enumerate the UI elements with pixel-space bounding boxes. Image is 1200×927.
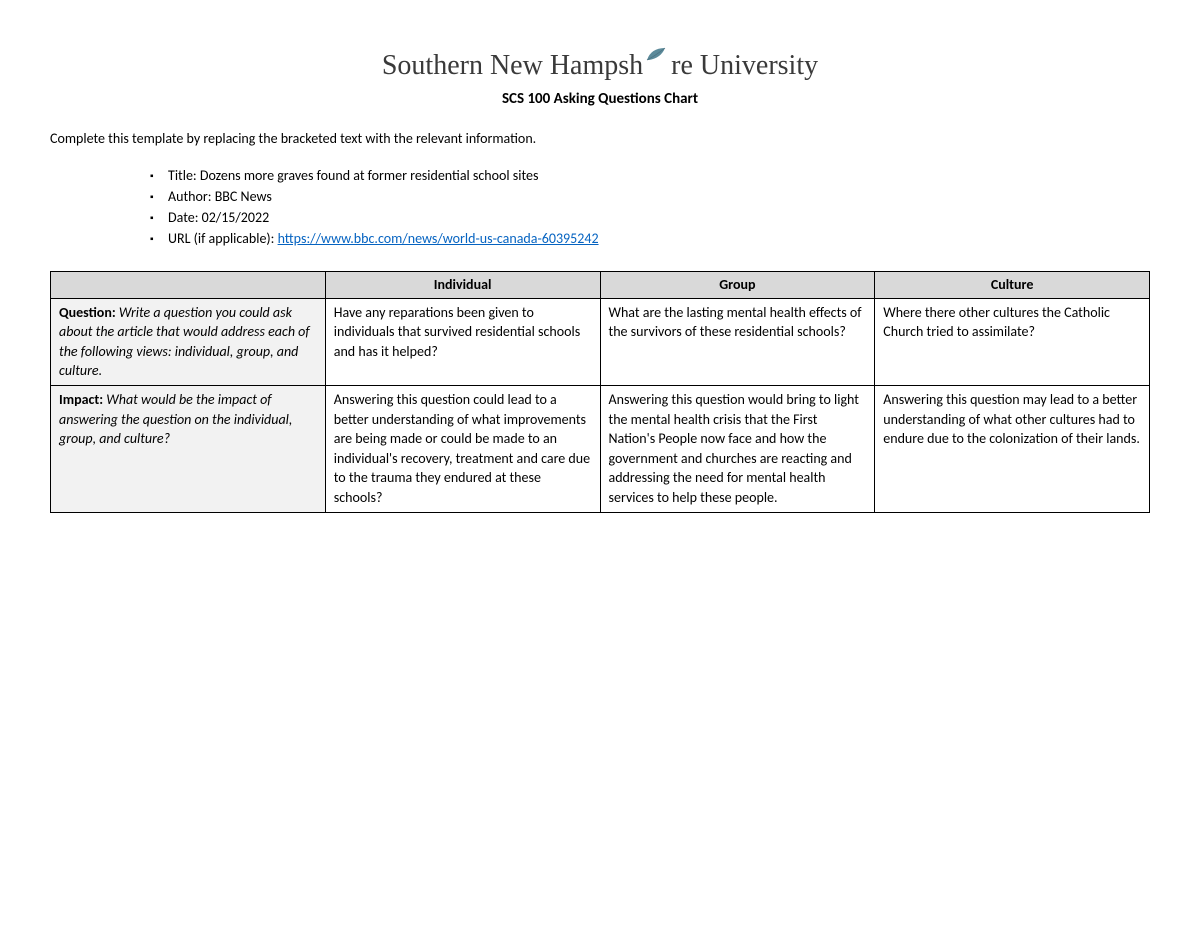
leaf-icon <box>645 38 669 70</box>
table-header-row: Individual Group Culture <box>51 272 1150 299</box>
meta-date-value: 02/15/2022 <box>202 209 270 226</box>
cell-question-culture: Where there other cultures the Catholic … <box>875 298 1150 385</box>
header-empty <box>51 272 326 299</box>
row-header-impact: Impact: What would be the impact of answ… <box>51 385 326 512</box>
logo-text-part2: re University <box>671 50 818 81</box>
row-header-question-bold: Question: <box>59 304 116 321</box>
header-culture: Culture <box>875 272 1150 299</box>
row-header-question: Question: Write a question you could ask… <box>51 298 326 385</box>
meta-author: Author: BBC News <box>150 186 1150 207</box>
cell-question-individual: Have any reparations been given to indiv… <box>325 298 600 385</box>
header-group: Group <box>600 272 875 299</box>
meta-title: Title: Dozens more graves found at forme… <box>150 165 1150 186</box>
meta-date: Date: 02/15/2022 <box>150 207 1150 228</box>
meta-author-value: BBC News <box>215 188 272 205</box>
table-row-question: Question: Write a question you could ask… <box>51 298 1150 385</box>
meta-date-label: Date: <box>168 209 202 226</box>
meta-title-value: Dozens more graves found at former resid… <box>200 167 539 184</box>
table-row-impact: Impact: What would be the impact of answ… <box>51 385 1150 512</box>
meta-title-label: Title: <box>168 167 200 184</box>
cell-question-group: What are the lasting mental health effec… <box>600 298 875 385</box>
metadata-list: Title: Dozens more graves found at forme… <box>50 165 1150 249</box>
header-individual: Individual <box>325 272 600 299</box>
university-logo: Southern New Hampsh re University <box>50 50 1150 82</box>
logo-text-part1: Southern New Hampsh <box>382 50 643 81</box>
meta-url: URL (if applicable): https://www.bbc.com… <box>150 228 1150 249</box>
document-title: SCS 100 Asking Questions Chart <box>50 90 1150 108</box>
logo-text: Southern New Hampsh re University <box>382 50 818 82</box>
cell-impact-group: Answering this question would bring to l… <box>600 385 875 512</box>
cell-impact-culture: Answering this question may lead to a be… <box>875 385 1150 512</box>
instructions-text: Complete this template by replacing the … <box>50 130 1150 147</box>
meta-author-label: Author: <box>168 188 215 205</box>
cell-impact-individual: Answering this question could lead to a … <box>325 385 600 512</box>
meta-url-link[interactable]: https://www.bbc.com/news/world-us-canada… <box>278 230 599 247</box>
questions-chart-table: Individual Group Culture Question: Write… <box>50 271 1150 513</box>
meta-url-label: URL (if applicable): <box>168 230 278 247</box>
row-header-impact-bold: Impact: <box>59 391 103 408</box>
